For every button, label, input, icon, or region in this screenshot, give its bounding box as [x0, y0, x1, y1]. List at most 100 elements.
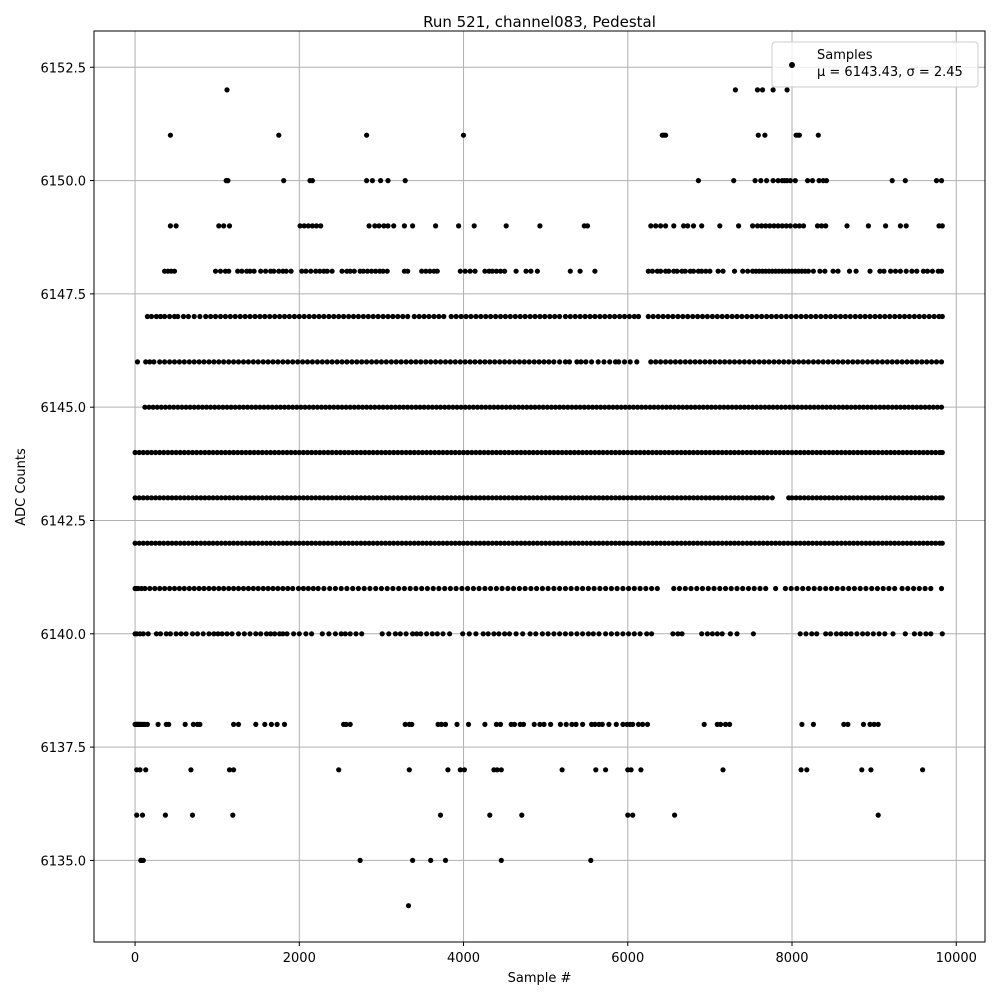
data-point	[341, 449, 348, 456]
data-point	[583, 359, 589, 365]
data-point	[575, 495, 582, 501]
data-point	[235, 540, 241, 546]
data-point	[626, 404, 633, 410]
data-point	[749, 313, 755, 320]
data-point	[894, 359, 900, 365]
data-point	[498, 857, 504, 864]
data-point	[403, 449, 409, 456]
data-point	[709, 631, 716, 637]
data-point	[729, 313, 735, 320]
data-point	[707, 495, 713, 501]
data-point	[682, 268, 688, 274]
data-point	[678, 495, 684, 501]
data-point	[823, 223, 829, 229]
data-point	[580, 631, 586, 637]
data-point	[796, 359, 802, 365]
data-point	[923, 631, 929, 637]
data-point	[506, 495, 512, 501]
data-point	[892, 585, 898, 592]
data-point	[594, 404, 600, 410]
data-point	[485, 495, 491, 501]
data-point	[454, 404, 460, 410]
data-point	[719, 631, 725, 637]
data-point	[723, 540, 729, 546]
data-point	[637, 449, 643, 456]
data-point	[592, 268, 598, 274]
data-point	[592, 313, 598, 320]
data-point	[153, 449, 159, 456]
data-point	[452, 449, 458, 456]
data-point	[162, 812, 168, 818]
data-point	[682, 495, 688, 501]
data-point	[631, 631, 637, 637]
data-point	[292, 540, 298, 546]
data-point	[432, 540, 438, 546]
data-point	[920, 495, 927, 501]
data-point	[288, 268, 294, 274]
data-point	[250, 585, 256, 592]
data-point	[187, 404, 193, 410]
data-point	[189, 631, 196, 637]
data-point	[723, 449, 729, 456]
data-point	[614, 404, 620, 410]
data-point	[291, 313, 297, 320]
data-point	[597, 313, 603, 320]
data-point	[321, 495, 327, 501]
data-point	[460, 631, 466, 637]
data-point	[788, 313, 794, 320]
data-point	[493, 268, 499, 274]
data-point	[758, 404, 764, 410]
data-point	[620, 585, 626, 592]
data-point	[261, 404, 267, 410]
data-point	[258, 631, 264, 637]
data-point	[364, 132, 370, 138]
data-point	[938, 178, 945, 184]
data-point	[727, 721, 733, 728]
data-point	[809, 449, 816, 456]
data-point	[832, 313, 839, 320]
data-point	[285, 359, 291, 365]
data-point	[441, 313, 447, 320]
data-point	[253, 404, 259, 410]
data-point	[641, 449, 647, 456]
data-point	[650, 313, 656, 320]
data-point	[773, 540, 779, 546]
data-point	[702, 359, 708, 365]
data-point	[865, 404, 871, 410]
data-point	[613, 721, 619, 728]
data-point	[497, 721, 504, 728]
data-point	[717, 223, 723, 229]
data-point	[867, 721, 873, 728]
data-point	[759, 87, 766, 93]
data-point	[395, 313, 401, 320]
data-point	[524, 404, 530, 410]
data-point	[723, 495, 729, 501]
data-point	[717, 585, 723, 592]
data-point	[539, 631, 546, 637]
data-point	[581, 404, 587, 410]
data-point	[325, 449, 331, 456]
data-point	[366, 449, 372, 456]
data-point	[362, 495, 368, 501]
data-point	[288, 495, 294, 501]
data-point	[717, 404, 723, 410]
data-point	[908, 449, 914, 456]
data-point	[840, 359, 846, 365]
data-point	[711, 540, 717, 546]
data-point	[686, 540, 693, 546]
data-point	[221, 359, 227, 365]
data-point	[715, 495, 721, 501]
data-point	[823, 404, 830, 410]
data-point	[869, 585, 875, 592]
data-point	[350, 313, 357, 320]
data-point	[245, 359, 251, 365]
data-point	[686, 449, 693, 456]
data-point	[626, 313, 633, 320]
data-point	[497, 268, 504, 274]
data-point	[744, 313, 750, 320]
data-point	[212, 268, 219, 274]
data-point	[736, 495, 742, 501]
data-point	[547, 313, 553, 320]
data-point	[928, 585, 934, 592]
data-point	[211, 631, 217, 637]
